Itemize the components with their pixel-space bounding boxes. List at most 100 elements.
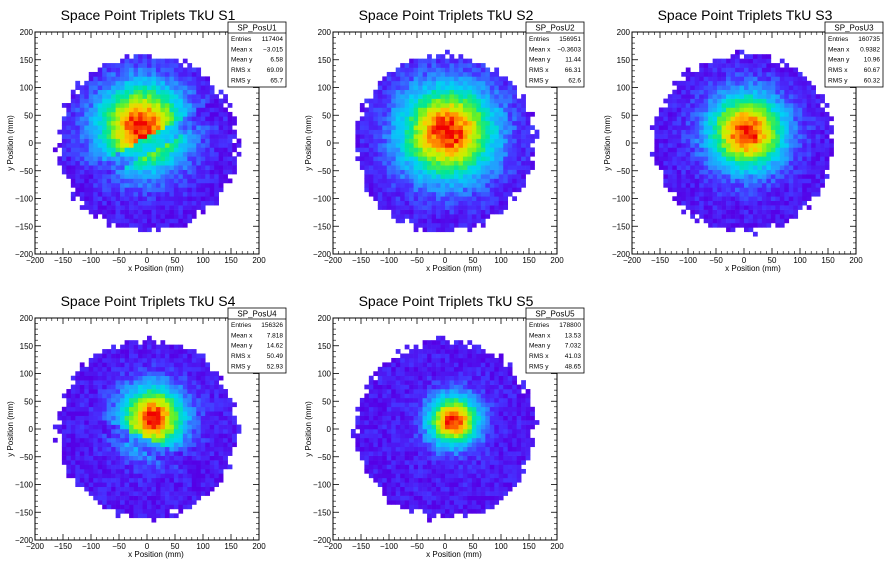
heatmap-cell	[115, 222, 121, 228]
heatmap-cell	[667, 107, 673, 113]
heatmap-cell	[178, 214, 184, 219]
heatmap-cell	[200, 151, 206, 157]
heatmap-cell	[471, 129, 477, 135]
heatmap-cell	[138, 165, 143, 170]
heatmap-cell	[129, 393, 134, 399]
heatmap-cell	[191, 76, 197, 82]
heatmap-cell	[88, 482, 94, 488]
heatmap-cell	[824, 165, 830, 170]
heatmap-cell	[133, 460, 139, 465]
heatmap-cell	[462, 143, 468, 148]
heatmap-cell	[214, 160, 219, 166]
heatmap-cell	[382, 196, 388, 202]
heatmap-cell	[694, 160, 700, 166]
heatmap-cell	[449, 178, 455, 184]
heatmap-cell	[530, 111, 535, 117]
heatmap-cell	[400, 107, 405, 113]
heatmap-cell	[748, 160, 754, 166]
heatmap-cell	[462, 67, 468, 73]
heatmap-cell	[726, 214, 731, 219]
heatmap-cell	[187, 125, 193, 130]
heatmap-cell	[102, 214, 107, 219]
heatmap-cell	[138, 464, 143, 470]
heatmap-cell	[467, 209, 473, 215]
heatmap-cell	[498, 187, 504, 193]
heatmap-cell	[418, 80, 423, 86]
heatmap-cell	[811, 89, 816, 95]
heatmap-cell	[129, 94, 134, 99]
heatmap-cell	[133, 63, 139, 68]
heatmap-cell	[404, 160, 410, 166]
heatmap-cell	[142, 402, 148, 408]
heatmap-cell	[458, 94, 464, 99]
heatmap-cell	[717, 80, 722, 86]
heatmap-cell	[507, 103, 513, 108]
heatmap-cell	[445, 116, 450, 122]
heatmap-cell	[79, 187, 85, 193]
heatmap-cell	[703, 165, 709, 170]
heatmap-cell	[422, 120, 428, 126]
heatmap-cell	[115, 80, 121, 86]
heatmap-cell	[151, 67, 157, 73]
heatmap-cell	[138, 455, 143, 461]
heatmap-cell	[507, 120, 513, 126]
heatmap-cell	[784, 67, 790, 73]
heatmap-cell	[93, 160, 99, 166]
heatmap-cell	[196, 107, 202, 113]
heatmap-cell	[102, 80, 107, 86]
heatmap-cell	[431, 94, 437, 99]
heatmap-cell	[770, 89, 776, 95]
heatmap-cell	[391, 147, 397, 153]
heatmap-cell	[142, 420, 148, 425]
heatmap-cell	[364, 151, 370, 157]
heatmap-cell	[115, 160, 121, 166]
heatmap-cell	[124, 420, 130, 425]
heatmap-cell	[449, 214, 455, 219]
heatmap-cell	[485, 98, 491, 104]
heatmap-cell	[449, 182, 455, 188]
heatmap-cell	[120, 375, 125, 381]
heatmap-cell	[721, 85, 727, 91]
heatmap-cell	[377, 94, 383, 99]
heatmap-cell	[97, 125, 103, 130]
heatmap-cell	[672, 147, 678, 153]
heatmap-cell	[436, 125, 441, 130]
heatmap-cell	[142, 442, 148, 448]
heatmap-cell	[761, 58, 767, 64]
heatmap-cell	[196, 103, 202, 108]
heatmap-cell	[694, 129, 700, 135]
heatmap-cell	[726, 143, 731, 148]
heatmap-cell	[788, 165, 794, 170]
heatmap-cell	[726, 165, 731, 170]
heatmap-cell	[752, 54, 758, 59]
heatmap-cell	[106, 460, 112, 465]
heatmap-cell	[70, 98, 76, 104]
heatmap-cell	[726, 200, 731, 206]
heatmap-cell	[138, 76, 143, 82]
heatmap-cell	[160, 58, 166, 64]
heatmap-cell	[142, 366, 148, 372]
heatmap-cell	[97, 429, 103, 434]
heatmap-cell	[525, 125, 531, 130]
heatmap-cell	[471, 111, 477, 117]
heatmap-cell	[516, 182, 522, 188]
heatmap-cell	[748, 182, 754, 188]
heatmap-cell	[93, 209, 99, 215]
heatmap-cell	[512, 116, 517, 122]
heatmap-cell	[173, 151, 179, 157]
heatmap-cell	[138, 446, 143, 452]
heatmap-cell	[169, 120, 175, 126]
heatmap-cell	[811, 191, 816, 197]
heatmap-cell	[102, 178, 107, 184]
heatmap-cell	[142, 380, 148, 385]
heatmap-cell	[431, 134, 437, 139]
heatmap-cell	[761, 111, 767, 117]
heatmap-cell	[151, 191, 157, 197]
heatmap-cell	[111, 402, 116, 408]
heatmap-cell	[676, 174, 682, 179]
heatmap-cell	[142, 200, 148, 206]
heatmap-cell	[79, 125, 85, 130]
heatmap-cell	[770, 196, 776, 202]
y-tick-label: 50	[621, 111, 630, 120]
